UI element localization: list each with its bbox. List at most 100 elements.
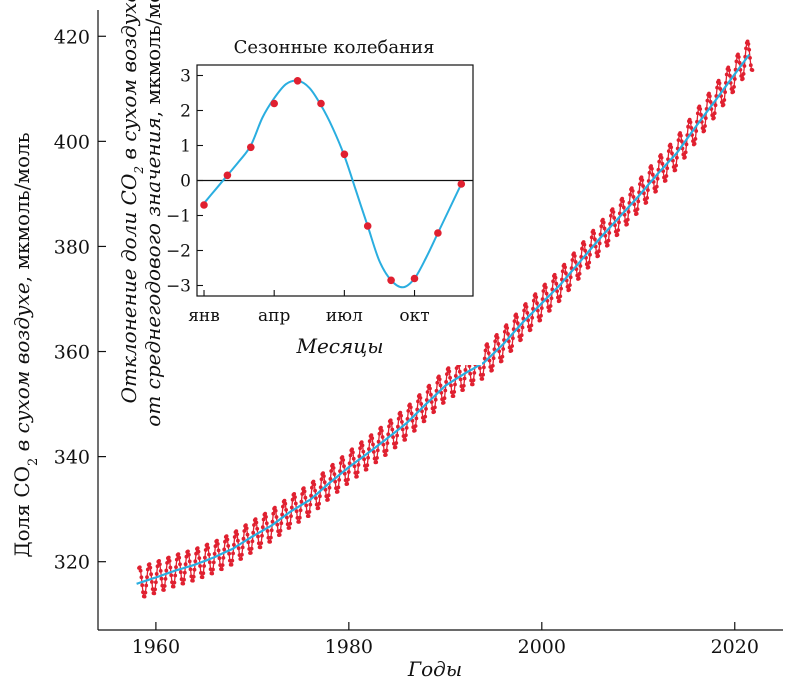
measurement-point	[712, 111, 717, 116]
main-x-tick-label-1960: 1960	[132, 636, 180, 658]
measurement-point	[512, 319, 517, 323]
measurement-point	[457, 369, 462, 374]
measurement-point	[523, 302, 528, 306]
measurement-point	[203, 555, 207, 560]
measurement-point	[211, 560, 216, 565]
measurement-point	[406, 409, 411, 413]
main-x-axis-title: Годы	[407, 657, 462, 680]
measurement-point	[670, 151, 674, 156]
measurement-point	[558, 294, 563, 299]
measurement-point	[417, 393, 422, 397]
measurement-point	[163, 577, 168, 581]
measurement-point	[261, 517, 266, 522]
measurement-point	[607, 231, 612, 235]
measurement-point	[336, 485, 341, 490]
measurement-point	[254, 520, 259, 525]
measurement-point	[337, 478, 342, 482]
measurement-point	[554, 281, 559, 286]
measurement-point	[557, 298, 562, 303]
measurement-point	[727, 68, 731, 72]
measurement-point	[412, 428, 417, 433]
measurement-point	[380, 435, 385, 439]
measurement-point	[564, 271, 568, 276]
measurement-point	[615, 232, 620, 237]
measurement-point	[646, 188, 650, 193]
measurement-point	[360, 443, 365, 448]
measurement-point	[422, 419, 427, 423]
measurement-point	[654, 184, 659, 189]
measurement-point	[284, 508, 288, 512]
measurement-point	[692, 141, 697, 146]
measurement-point	[226, 544, 231, 548]
measurement-point	[408, 405, 413, 410]
measurement-point	[609, 213, 613, 218]
measurement-point	[601, 220, 606, 225]
measurement-point	[139, 575, 144, 580]
measurement-point	[525, 311, 530, 315]
measurement-point	[708, 100, 713, 104]
measurement-point	[171, 584, 176, 589]
measurement-point	[240, 552, 244, 557]
measurement-point	[666, 149, 671, 154]
measurement-point	[611, 210, 616, 214]
measurement-point	[289, 505, 294, 510]
measurement-point	[748, 56, 752, 60]
measurement-point	[250, 539, 255, 544]
measurement-point	[587, 260, 592, 265]
measurement-point	[224, 534, 229, 538]
measurement-point	[496, 342, 501, 346]
measurement-point	[679, 139, 684, 144]
measurement-point	[723, 90, 727, 94]
measurement-point	[359, 440, 364, 445]
inset-y-axis-title-line2: от среднегодового значения, мкмоль/моль	[141, 0, 165, 427]
measurement-point	[389, 421, 394, 426]
measurement-point	[573, 260, 578, 264]
measurement-point	[578, 264, 583, 268]
measurement-point	[529, 323, 534, 328]
measurement-point	[640, 178, 645, 183]
measurement-point	[586, 265, 591, 270]
measurement-point	[308, 502, 313, 507]
measurement-point	[321, 471, 325, 475]
measurement-point	[346, 477, 350, 482]
measurement-point	[181, 581, 186, 586]
measurement-point	[195, 546, 200, 551]
measurement-point	[549, 296, 554, 301]
measurement-point	[281, 504, 285, 509]
measurement-point	[437, 374, 441, 379]
measurement-point	[265, 529, 270, 533]
measurement-point	[467, 364, 472, 368]
measurement-point	[142, 594, 147, 599]
measurement-point	[317, 501, 321, 506]
seasonal-point-month-11	[434, 229, 442, 237]
measurement-point	[519, 337, 523, 342]
measurement-point	[437, 377, 442, 382]
measurement-point	[202, 564, 207, 568]
measurement-point	[688, 120, 693, 125]
measurement-point	[472, 371, 477, 375]
measurement-point	[409, 411, 414, 416]
measurement-point	[215, 538, 219, 543]
measurement-point	[347, 461, 352, 466]
measurement-point	[655, 176, 660, 181]
measurement-point	[264, 521, 269, 526]
measurement-point	[628, 192, 633, 197]
main-y-tick-label-320: 320	[54, 552, 90, 574]
measurement-point	[270, 519, 275, 524]
measurement-point	[686, 124, 690, 129]
measurement-point	[506, 332, 510, 336]
measurement-point	[428, 386, 432, 391]
measurement-point	[482, 365, 486, 370]
inset-y-tick-label-2: 2	[180, 102, 191, 122]
measurement-point	[144, 583, 149, 588]
measurement-point	[654, 189, 658, 194]
measurement-point	[705, 98, 710, 103]
measurement-point	[534, 295, 539, 299]
measurement-point	[346, 470, 351, 474]
measurement-point	[736, 55, 741, 59]
measurement-point	[589, 235, 594, 240]
measurement-point	[673, 168, 678, 173]
measurement-point	[404, 426, 409, 430]
measurement-point	[480, 377, 485, 381]
inset-x-tick-label-4: окт	[399, 306, 429, 326]
